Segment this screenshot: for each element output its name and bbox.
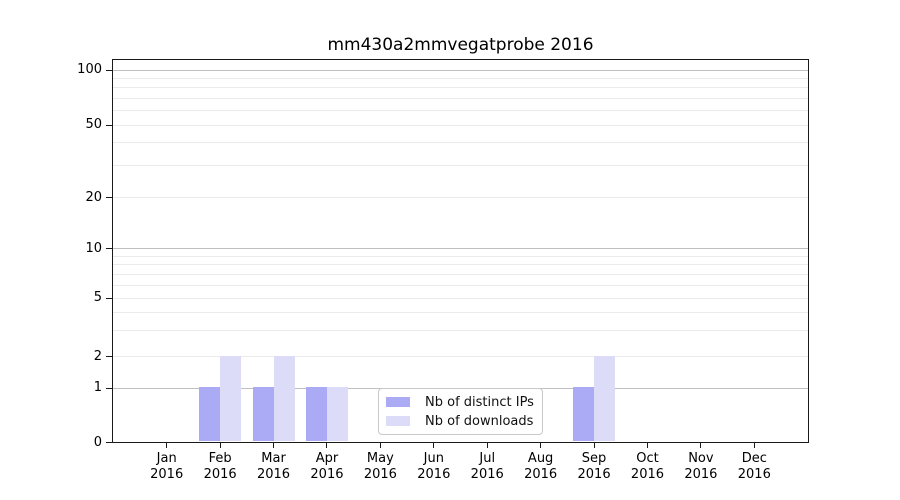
legend-entry-downloads: Nb of downloads <box>386 414 542 429</box>
bar-sep-downloads <box>594 355 616 441</box>
y-tick-100 <box>106 69 112 71</box>
x-tick-oct <box>646 443 648 448</box>
x-tick-jan <box>166 443 168 448</box>
bar-mar-downloads <box>273 355 295 441</box>
y-tick-label-1: 1 <box>93 380 102 396</box>
y-tick-50 <box>106 124 112 126</box>
gridline-y-7 <box>113 273 808 275</box>
bar-feb-distinct-ips <box>199 387 221 441</box>
legend-label-distinct-ips: Nb of distinct IPs <box>425 394 534 410</box>
x-tick-label-mar: Mar 2016 <box>256 451 291 482</box>
x-tick-label-apr: Apr 2016 <box>310 451 344 482</box>
x-tick-jul <box>486 443 488 448</box>
y-tick-2 <box>106 356 112 358</box>
gridline-y-20 <box>113 197 808 198</box>
x-tick-label-nov: Nov 2016 <box>684 451 718 482</box>
bar-apr-distinct-ips <box>305 387 327 441</box>
x-tick-may <box>379 443 381 448</box>
x-tick-mar <box>273 443 275 448</box>
gridline-y-4 <box>113 312 808 314</box>
x-tick-dec <box>753 443 755 448</box>
y-tick-0 <box>106 442 112 443</box>
legend-entry-distinct-ips: Nb of distinct IPs <box>386 395 542 410</box>
y-tick-label-10: 10 <box>85 240 102 256</box>
gridline-y-50 <box>113 124 808 126</box>
y-tick-label-100: 100 <box>77 62 102 77</box>
x-tick-label-may: May 2016 <box>363 451 397 482</box>
y-tick-label-2: 2 <box>93 348 102 364</box>
gridline-y-8 <box>113 264 808 266</box>
gridline-y-3 <box>113 330 808 332</box>
y-tick-label-20: 20 <box>85 189 102 205</box>
legend: Nb of distinct IPs Nb of downloads <box>378 388 543 435</box>
bar-apr-downloads <box>326 387 348 441</box>
x-tick-label-aug: Aug 2016 <box>524 451 558 482</box>
gridline-y-2 <box>113 356 808 358</box>
y-tick-10 <box>106 248 112 249</box>
gridline-y-5 <box>113 297 808 299</box>
x-tick-label-sep: Sep 2016 <box>577 451 611 482</box>
x-tick-jun <box>433 443 435 448</box>
gridline-y-70 <box>113 97 808 99</box>
x-tick-label-oct: Oct 2016 <box>630 451 665 482</box>
x-tick-apr <box>326 443 328 448</box>
gridline-y-60 <box>113 110 808 112</box>
gridline-y-30 <box>113 164 808 166</box>
y-tick-label-0: 0 <box>93 434 102 450</box>
gridline-y-100 <box>113 69 808 71</box>
x-tick-sep <box>593 443 595 448</box>
y-tick-label-50: 50 <box>85 117 102 132</box>
gridline-y-90 <box>113 77 808 79</box>
gridline-y-80 <box>113 87 808 89</box>
x-tick-label-jan: Jan 2016 <box>150 451 184 482</box>
gridline-y-6 <box>113 284 808 286</box>
legend-swatch-downloads-icon <box>386 416 410 426</box>
y-tick-20 <box>106 197 112 198</box>
bar-feb-downloads <box>220 355 242 441</box>
bar-sep-distinct-ips <box>573 387 595 441</box>
legend-label-downloads: Nb of downloads <box>425 413 534 429</box>
x-tick-label-feb: Feb 2016 <box>203 451 237 482</box>
gridline-y-9 <box>113 255 808 257</box>
gridline-y-10 <box>113 248 808 249</box>
x-tick-aug <box>540 443 542 448</box>
legend-swatch-distinct-ips-icon <box>386 397 410 407</box>
gridline-y-40 <box>113 142 808 144</box>
y-tick-5 <box>106 297 112 299</box>
plot-area <box>112 59 809 443</box>
y-tick-label-5: 5 <box>93 290 102 306</box>
x-tick-label-jul: Jul 2016 <box>470 451 504 482</box>
x-tick-feb <box>219 443 221 448</box>
y-tick-1 <box>106 387 112 389</box>
x-tick-nov <box>700 443 702 448</box>
bar-mar-distinct-ips <box>252 387 274 441</box>
chart-title: mm430a2mmvegatprobe 2016 <box>327 35 594 55</box>
x-tick-label-jun: Jun 2016 <box>417 451 451 482</box>
x-tick-label-dec: Dec 2016 <box>737 451 771 482</box>
